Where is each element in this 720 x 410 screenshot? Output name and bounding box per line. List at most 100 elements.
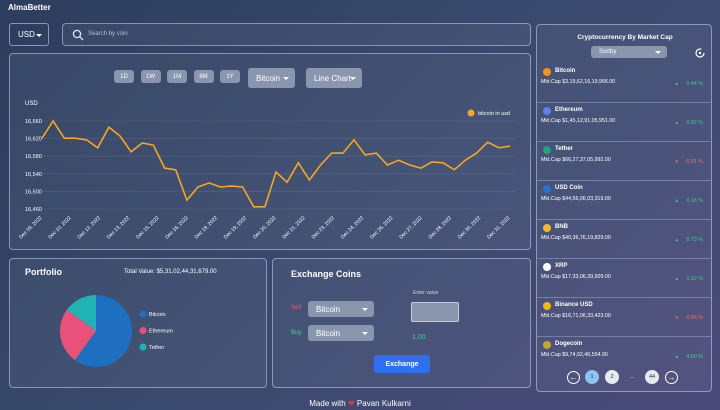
- price-line: [41, 119, 511, 208]
- timeframe-button[interactable]: 1Y: [220, 70, 240, 83]
- coin-icon: [543, 185, 551, 193]
- sidebar: Cryptocurrency By Market Cap Sortby Bitc…: [536, 24, 712, 392]
- market-cap: Mkt.Cap $1,45,12,91,05,951.00: [541, 118, 616, 124]
- x-tick-label: Dec 23, 2022: [311, 215, 336, 240]
- sell-select[interactable]: Bitcoin: [308, 301, 374, 317]
- exchange-button[interactable]: Exchange: [374, 355, 430, 373]
- market-cap: Mkt.Cap $66,27,37,05,992.00: [541, 157, 611, 163]
- footer: Made with ❤ Pavan Kulkarni: [0, 399, 720, 408]
- coin-name: Binance USD: [555, 302, 593, 308]
- timeframe-label: 6M: [199, 73, 208, 80]
- x-tick-label: Dec 26, 2022: [369, 215, 394, 240]
- exchange-button-label: Exchange: [385, 360, 419, 368]
- value-input[interactable]: [411, 302, 459, 322]
- refresh-icon[interactable]: [694, 47, 706, 59]
- y-tick-label: 16,460: [25, 207, 42, 213]
- page-button[interactable]: 2: [605, 370, 619, 384]
- timeframe-label: 1W: [146, 73, 155, 80]
- y-tick-label: 16,540: [25, 172, 42, 178]
- legend-label: Tether: [149, 345, 164, 351]
- exchange-result: 1.00: [412, 334, 426, 341]
- change-arrow: ▼: [674, 315, 679, 320]
- price-change: -0.01 %: [684, 159, 703, 165]
- timeframe-label: 1Y: [226, 73, 234, 80]
- market-cap: Mkt.Cap $16,71,06,33,423.00: [541, 313, 611, 319]
- separator: [537, 180, 711, 181]
- change-arrow: ▲: [674, 81, 679, 86]
- price-change: 1.12 %: [686, 276, 704, 282]
- coin-icon: [543, 341, 551, 349]
- market-cap: Mkt.Cap $17,33,06,39,509.00: [541, 274, 611, 280]
- search-icon: [72, 29, 84, 41]
- timeframe-button[interactable]: 6M: [193, 70, 214, 83]
- buy-label: Buy: [291, 330, 302, 336]
- pie-slice: [74, 295, 133, 368]
- change-arrow: ▲: [674, 120, 679, 125]
- page-button[interactable]: 1: [585, 370, 599, 384]
- coin-name: Dogecoin: [555, 341, 583, 347]
- timeframe-button[interactable]: 1D: [114, 70, 134, 83]
- timeframe-label: 1M: [172, 73, 182, 80]
- price-change: 0.02 %: [686, 120, 704, 126]
- legend-marker: [139, 343, 147, 351]
- search-placeholder: Search by coin: [88, 31, 128, 37]
- coin-icon: [543, 263, 551, 271]
- timeframe-button[interactable]: 1M: [167, 70, 187, 83]
- price-change: 0.16 %: [686, 198, 704, 204]
- price-change: 4.60 %: [686, 354, 704, 360]
- separator: [537, 102, 711, 103]
- page-button[interactable]: 44: [645, 370, 659, 384]
- pagination: ← 1 2... 44 →: [537, 369, 713, 385]
- coin-icon: [543, 146, 551, 154]
- price-change: -0.66 %: [684, 315, 703, 321]
- currency-select[interactable]: USD: [9, 23, 49, 46]
- legend-label: bitcoin in usd: [478, 111, 510, 117]
- separator: [537, 336, 711, 337]
- next-button: →: [665, 371, 678, 384]
- y-tick-label: 16,620: [25, 137, 42, 143]
- timeframe-button[interactable]: 1W: [140, 70, 161, 83]
- y-tick-label: 16,660: [25, 119, 42, 125]
- sell-label: Sell: [291, 305, 302, 311]
- footer-author: Pavan Kulkarni: [356, 399, 411, 408]
- coin-name: Bitcoin: [555, 68, 576, 74]
- market-cap: Mkt.Cap $40,36,76,19,829.00: [541, 235, 611, 241]
- separator: [537, 297, 711, 298]
- x-tick-label: Dec 31, 2022: [486, 215, 511, 240]
- coin: Bitcoin: [256, 73, 281, 83]
- separator: [537, 219, 711, 220]
- page-ellipsis: ...: [629, 374, 635, 380]
- coin-select[interactable]: Bitcoin: [248, 68, 295, 88]
- x-tick-label: Dec 24, 2022: [340, 215, 365, 240]
- coin-name: USD Coin: [555, 185, 583, 191]
- change-arrow: ▲: [674, 276, 679, 281]
- change-arrow: ▲: [674, 198, 679, 203]
- coin-name: Tether: [555, 146, 573, 152]
- change-arrow: ▲: [674, 237, 679, 242]
- coin-icon: [543, 68, 551, 76]
- market-cap: Mkt.Cap $3,19,62,16,19,956.00: [541, 79, 616, 85]
- sort-label: Sortby: [599, 49, 617, 55]
- pie-slice: [60, 309, 96, 361]
- coin-icon: [543, 107, 551, 115]
- sort-select[interactable]: Sortby: [591, 46, 667, 58]
- legend-marker: [467, 109, 475, 117]
- coin-name: Ethereum: [555, 107, 583, 113]
- y-tick-label: 16,500: [25, 189, 42, 195]
- footer-text: Made with: [309, 399, 346, 408]
- coin-icon: [543, 224, 551, 232]
- search-box[interactable]: Search by coin: [62, 23, 531, 46]
- total-value: Total Value: $5,31,02,44,31,679.00: [124, 269, 217, 275]
- price-change: 0.44 %: [686, 81, 704, 87]
- chart-type-select[interactable]: Line Chart: [306, 68, 362, 88]
- coin-name: BNB: [555, 224, 568, 230]
- pie-chart: Bitcoin Ethereum Tether: [60, 295, 173, 368]
- legend-marker: [139, 327, 147, 334]
- x-tick-label: Dec 28, 2022: [428, 215, 453, 240]
- heart-icon: ❤: [347, 399, 355, 408]
- market-cap: Mkt.Cap $44,56,06,03,319.00: [541, 196, 611, 202]
- legend-marker: [139, 310, 147, 318]
- buy-select[interactable]: Bitcoin: [308, 325, 374, 341]
- exchange-panel: Exchange Coins Sell Buy Bitcoin Bitcoin …: [272, 258, 531, 388]
